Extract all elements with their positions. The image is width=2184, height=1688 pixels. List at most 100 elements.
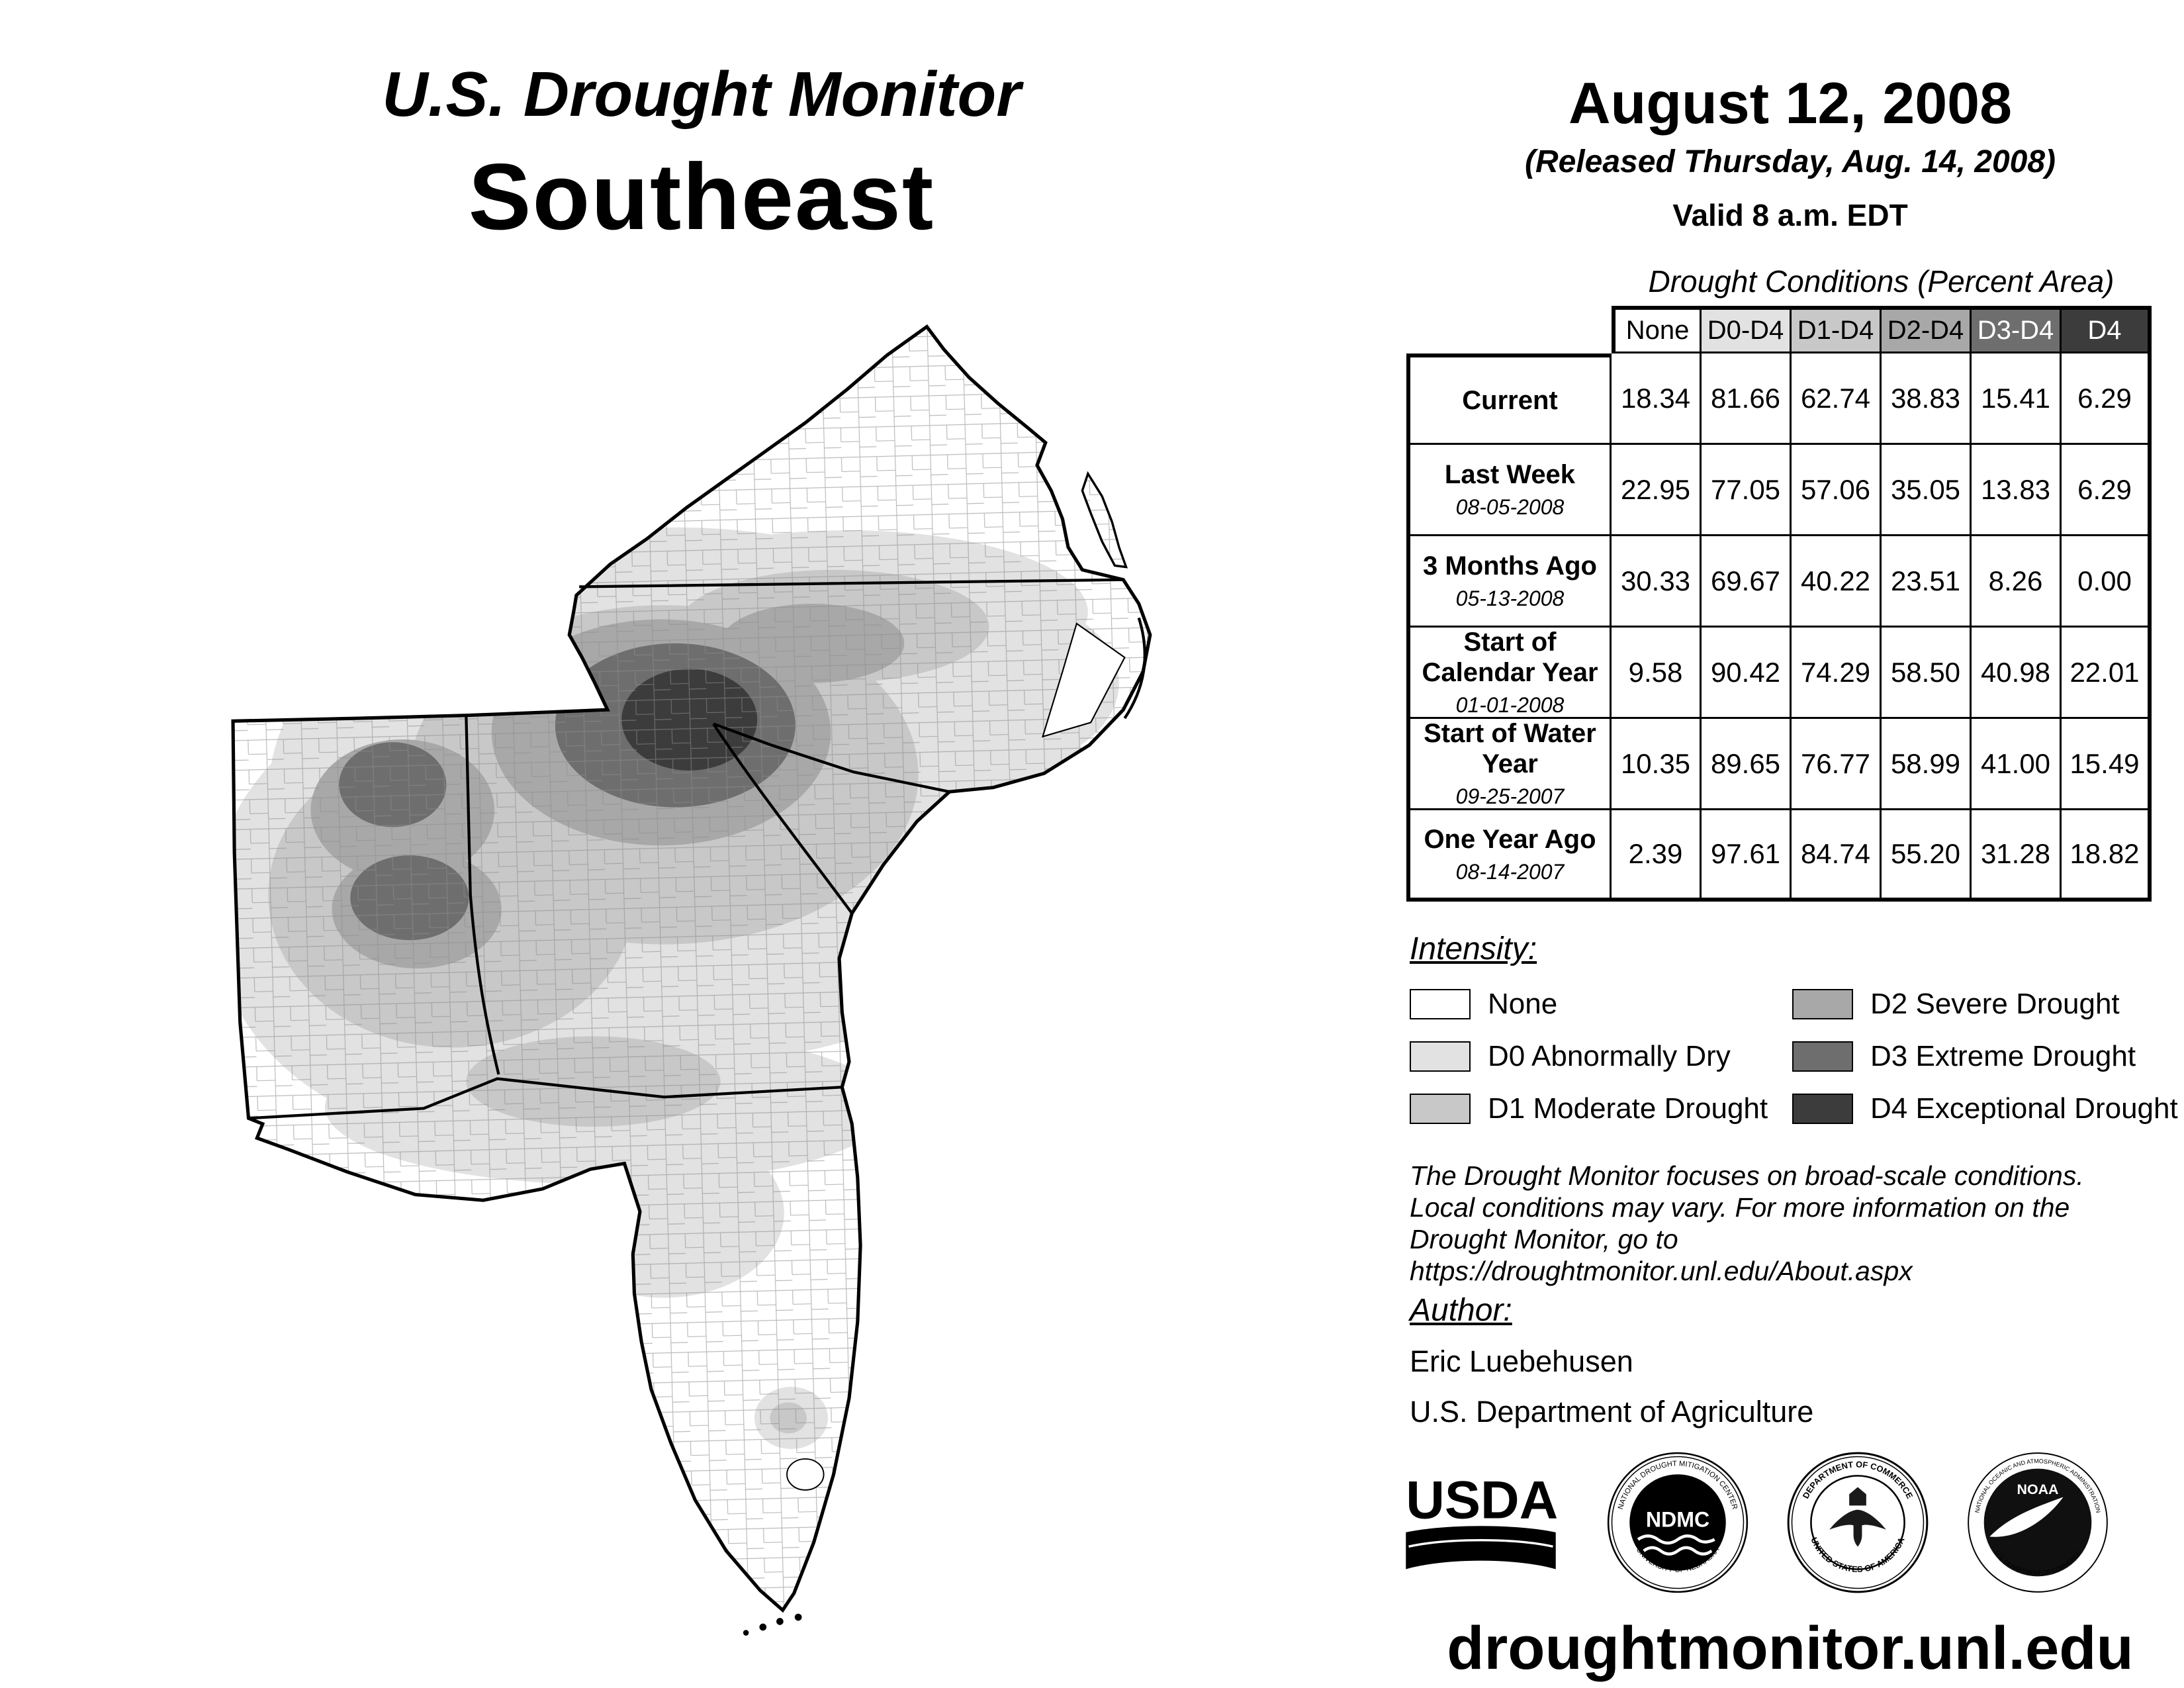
disclaimer-text: The Drought Monitor focuses on broad-sca… <box>1410 1160 2184 1287</box>
table-value: 62.74 <box>1792 353 1882 445</box>
report-title: U.S. Drought Monitor <box>382 59 1021 130</box>
author-organization: U.S. Department of Agriculture <box>1410 1395 1814 1429</box>
table-value: 15.41 <box>1972 353 2062 445</box>
legend-swatch-none <box>1410 989 1471 1019</box>
table-value: 90.42 <box>1702 628 1792 719</box>
row-label-start-calendar-year: Start of Calendar Year 01-01-2008 <box>1406 628 1612 719</box>
release-date: (Released Thursday, Aug. 14, 2008) <box>1524 144 2056 179</box>
table-value: 6.29 <box>2062 353 2152 445</box>
legend-title: Intensity: <box>1410 931 1537 966</box>
florida-keys <box>743 1613 802 1636</box>
legend-item-d1: D1 Moderate Drought <box>1410 1092 1792 1125</box>
noaa-bird <box>1989 1497 2064 1537</box>
table-value: 0.00 <box>2062 536 2152 628</box>
col-header-d0d4: D0-D4 <box>1702 306 1792 353</box>
table-value: 58.50 <box>1882 628 1972 719</box>
table-value: 23.51 <box>1882 536 1972 628</box>
intensity-legend: Intensity: None D0 Abnormally Dry D1 Mod… <box>1410 931 2178 1145</box>
table-value: 57.06 <box>1792 445 1882 536</box>
table-value: 40.22 <box>1792 536 1882 628</box>
table-value: 9.58 <box>1612 628 1702 719</box>
commerce-eagle <box>1829 1509 1886 1547</box>
lake-okeechobee <box>786 1458 825 1491</box>
table-value: 13.83 <box>1972 445 2062 536</box>
table-value: 8.26 <box>1972 536 2062 628</box>
valid-time: Valid 8 a.m. EDT <box>1672 198 1908 232</box>
disclaimer-line: The Drought Monitor focuses on broad-sca… <box>1410 1160 2084 1191</box>
title-block: U.S. Drought Monitor Southeast <box>331 58 1072 252</box>
legend-item-d0: D0 Abnormally Dry <box>1410 1040 1792 1072</box>
noaa-seal: NOAA NATIONAL OCEANIC AND ATMOSPHERIC AD… <box>1968 1452 2108 1593</box>
commerce-seal: DEPARTMENT OF COMMERCE UNITED STATES OF … <box>1787 1452 1929 1593</box>
table-value: 97.61 <box>1702 810 1792 902</box>
table-value: 84.74 <box>1792 810 1882 902</box>
disclaimer-line: Local conditions may vary. For more info… <box>1410 1192 2070 1223</box>
legend-item-d4: D4 Exceptional Drought <box>1792 1092 2178 1125</box>
row-label-3-months-ago: 3 Months Ago 05-13-2008 <box>1406 536 1612 628</box>
table-value: 30.33 <box>1612 536 1702 628</box>
table-value: 89.65 <box>1702 719 1792 810</box>
legend-item-d3: D3 Extreme Drought <box>1792 1040 2175 1072</box>
table-value: 58.99 <box>1882 719 1972 810</box>
table-value: 69.67 <box>1702 536 1792 628</box>
ndmc-waves <box>1637 1534 1715 1545</box>
region-title: Southeast <box>468 144 935 250</box>
usda-logo-text: USDA <box>1406 1473 1558 1530</box>
table-value: 55.20 <box>1882 810 1972 902</box>
legend-item-d2: D2 Severe Drought <box>1792 988 2175 1020</box>
table-value: 31.28 <box>1972 810 2062 902</box>
disclaimer-line: Drought Monitor, go to https://droughtmo… <box>1410 1224 1913 1286</box>
table-corner <box>1406 306 1612 353</box>
author-block: Author: Eric Luebehusen U.S. Department … <box>1410 1292 1813 1429</box>
author-heading: Author: <box>1410 1293 1512 1328</box>
noaa-seal-text: NOAA <box>2017 1481 2059 1497</box>
table-value: 18.82 <box>2062 810 2152 902</box>
col-header-none: None <box>1612 306 1702 353</box>
table-value: 18.34 <box>1612 353 1702 445</box>
table-value: 40.98 <box>1972 628 2062 719</box>
row-label-last-week: Last Week 08-05-2008 <box>1406 445 1612 536</box>
table-value: 2.39 <box>1612 810 1702 902</box>
commerce-shield <box>1849 1487 1866 1506</box>
state-borders <box>248 578 1124 1120</box>
usda-logo: USDA <box>1406 1473 1558 1570</box>
table-value: 10.35 <box>1612 719 1702 810</box>
table-value: 22.95 <box>1612 445 1702 536</box>
table-value: 74.29 <box>1792 628 1882 719</box>
table-value: 6.29 <box>2062 445 2152 536</box>
pamlico-sound <box>1041 622 1126 738</box>
usda-swoosh <box>1406 1526 1556 1570</box>
drought-intensity-layers <box>233 326 1150 1611</box>
ndmc-seal-text: NDMC <box>1646 1507 1709 1531</box>
row-label-one-year-ago: One Year Ago 08-14-2007 <box>1406 810 1612 902</box>
table-value: 81.66 <box>1702 353 1792 445</box>
table-value: 38.83 <box>1882 353 1972 445</box>
table-title: Drought Conditions (Percent Area) <box>1648 264 2115 299</box>
legend-swatch-d3 <box>1792 1041 1853 1072</box>
table-value: 76.77 <box>1792 719 1882 810</box>
row-label-start-water-year: Start of Water Year 09-25-2007 <box>1406 719 1612 810</box>
footer-url: droughtmonitor.unl.edu <box>1447 1615 2134 1682</box>
col-header-d3d4: D3-D4 <box>1972 306 2062 353</box>
legend-swatch-d0 <box>1410 1041 1471 1072</box>
county-boundaries <box>233 326 1150 1611</box>
southeast-drought-map <box>212 304 1173 1636</box>
legend-swatch-d1 <box>1410 1094 1471 1124</box>
table-value: 15.49 <box>2062 719 2152 810</box>
ndmc-seal: NDMC NATIONAL DROUGHT MITIGATION CENTER … <box>1607 1452 1749 1593</box>
drought-conditions-table: None D0-D4 D1-D4 D2-D4 D3-D4 D4 Current … <box>1406 306 2152 902</box>
row-label-current: Current <box>1406 353 1612 445</box>
table-value: 77.05 <box>1702 445 1792 536</box>
col-header-d4: D4 <box>2062 306 2152 353</box>
author-name: Eric Luebehusen <box>1410 1344 1633 1378</box>
legend-item-none: None <box>1410 988 1792 1020</box>
table-value: 35.05 <box>1882 445 1972 536</box>
date-block: August 12, 2008 (Released Thursday, Aug.… <box>1430 70 2151 233</box>
table-value: 41.00 <box>1972 719 2062 810</box>
map-date: August 12, 2008 <box>1568 70 2013 136</box>
table-value: 22.01 <box>2062 628 2152 719</box>
col-header-d2d4: D2-D4 <box>1882 306 1972 353</box>
legend-swatch-d2 <box>1792 989 1853 1019</box>
legend-swatch-d4 <box>1792 1094 1853 1124</box>
